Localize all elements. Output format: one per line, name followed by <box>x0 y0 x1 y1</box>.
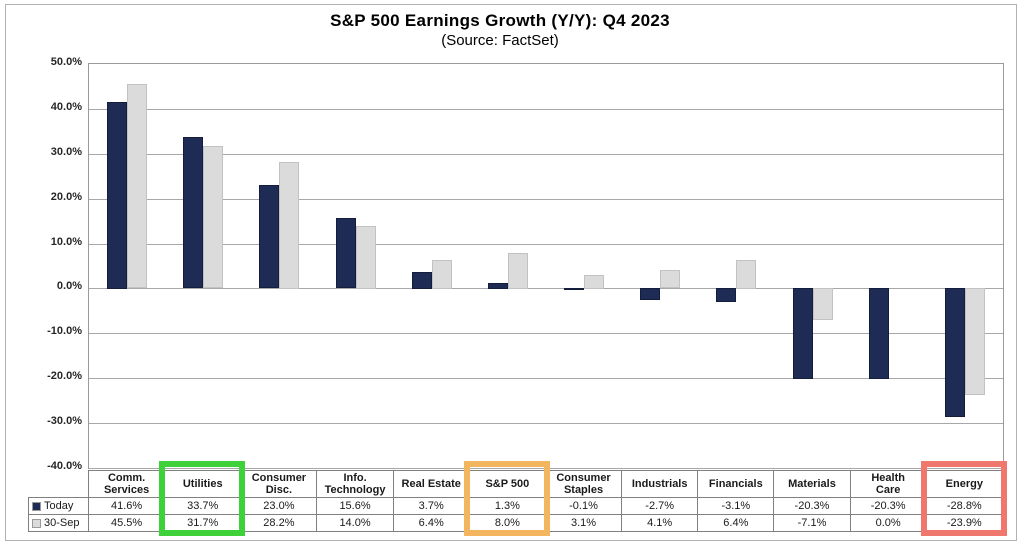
legend-swatch-icon <box>32 501 41 511</box>
y-axis-tick-label: -40.0% <box>47 460 82 472</box>
table-value-cell: -2.7% <box>621 497 699 515</box>
table-value-cell: 4.1% <box>621 514 699 532</box>
bar-today-6 <box>488 283 508 289</box>
y-axis-tick-label: 0.0% <box>56 280 82 293</box>
table-value-cell: -3.1% <box>697 497 775 515</box>
legend-label: Today <box>44 500 74 512</box>
gridline <box>89 154 1003 155</box>
table-value-cell: 15.6% <box>316 497 394 515</box>
table-value-cell: 6.4% <box>392 514 470 532</box>
table-value-cell: 3.1% <box>544 514 623 532</box>
table-value-cell: 33.7% <box>164 497 242 515</box>
table-value-cell: -7.1% <box>773 514 851 532</box>
bar-today-1 <box>107 102 127 289</box>
table-column-header: Energy <box>925 470 1003 498</box>
data-table: Comm. Services Utilities Consumer Disc. Inf… <box>28 470 1003 532</box>
bar-30-sep-5 <box>432 260 452 289</box>
table-column-header: Consumer Staples <box>544 470 623 498</box>
y-axis-tick-label: -10.0% <box>47 325 82 338</box>
y-axis-tick-label: 30.0% <box>50 145 82 158</box>
bar-today-9 <box>716 288 736 302</box>
bar-30-sep-3 <box>279 162 299 289</box>
bar-30-sep-12 <box>965 288 985 395</box>
table-column-header: S&P 500 <box>468 470 546 498</box>
bar-today-3 <box>259 185 279 288</box>
y-axis-tick-label: 10.0% <box>50 235 82 248</box>
table-column-header: Health Care <box>849 470 927 498</box>
y-axis-tick-label: 40.0% <box>50 100 82 113</box>
bar-today-12 <box>945 288 965 417</box>
legend-swatch-icon <box>32 518 41 528</box>
table-value-cell: 23.0% <box>240 497 318 515</box>
table-column-header: Comm. Services <box>87 470 166 498</box>
table-value-cell: 28.2% <box>240 514 318 532</box>
table-value-cell: -20.3% <box>773 497 851 515</box>
gridline <box>89 244 1003 245</box>
table-value-cell: 14.0% <box>316 514 394 532</box>
table-value-cell: -23.9% <box>925 514 1003 532</box>
table-value-cell: 6.4% <box>697 514 775 532</box>
gridline <box>89 468 1003 469</box>
table-column-header: Info. Technology <box>316 470 394 498</box>
table-value-cell: 1.3% <box>468 497 546 515</box>
y-axis-tick-label: -30.0% <box>47 415 82 428</box>
bar-30-sep-4 <box>356 226 376 289</box>
gridline <box>89 109 1003 110</box>
bar-30-sep-2 <box>203 146 223 288</box>
bar-today-4 <box>336 218 356 288</box>
table-value-cell: 0.0% <box>849 514 927 532</box>
bar-30-sep-10 <box>813 288 833 320</box>
table-column-header: Utilities <box>164 470 242 498</box>
gridline <box>89 199 1003 200</box>
table-value-cell: -28.8% <box>925 497 1003 515</box>
gridline <box>89 333 1003 334</box>
table-value-cell: 8.0% <box>468 514 546 532</box>
table-corner-cell <box>29 471 89 498</box>
table-value-cell: -0.1% <box>544 497 623 515</box>
legend-cell-30-sep: 30-Sep <box>28 514 89 532</box>
chart-title: S&P 500 Earnings Growth (Y/Y): Q4 2023 <box>330 11 670 30</box>
table-value-cell: 3.7% <box>392 497 470 515</box>
y-axis-tick-label: -20.0% <box>47 370 82 383</box>
table-value-cell: 41.6% <box>87 497 166 515</box>
bar-30-sep-9 <box>736 260 756 289</box>
bar-today-8 <box>640 288 660 300</box>
gridline <box>89 288 1003 289</box>
bar-today-2 <box>183 137 203 288</box>
table-column-header: Industrials <box>621 470 699 498</box>
bar-30-sep-6 <box>508 253 528 289</box>
bar-30-sep-7 <box>584 275 604 289</box>
legend-cell-today: Today <box>28 497 89 515</box>
table-column-header: Consumer Disc. <box>240 470 318 498</box>
table-column-header: Real Estate <box>392 470 470 498</box>
table-column-header: Financials <box>697 470 775 498</box>
y-axis-tick-label: 50.0% <box>50 56 82 68</box>
y-axis-tick-label: 20.0% <box>50 190 82 203</box>
table-value-cell: 45.5% <box>87 514 166 532</box>
bar-today-7 <box>564 288 584 290</box>
gridline <box>89 423 1003 424</box>
bar-today-11 <box>869 288 889 379</box>
bar-today-10 <box>793 288 813 379</box>
bar-today-5 <box>412 272 432 289</box>
table-value-cell: 31.7% <box>164 514 242 532</box>
legend-label: 30-Sep <box>44 517 80 529</box>
chart-subtitle: (Source: FactSet) <box>441 32 559 49</box>
table-column-header: Materials <box>773 470 851 498</box>
plot-area <box>88 63 1004 469</box>
bar-30-sep-1 <box>127 84 147 288</box>
gridline <box>89 378 1003 379</box>
table-value-cell: -20.3% <box>849 497 927 515</box>
bar-30-sep-8 <box>660 270 680 288</box>
